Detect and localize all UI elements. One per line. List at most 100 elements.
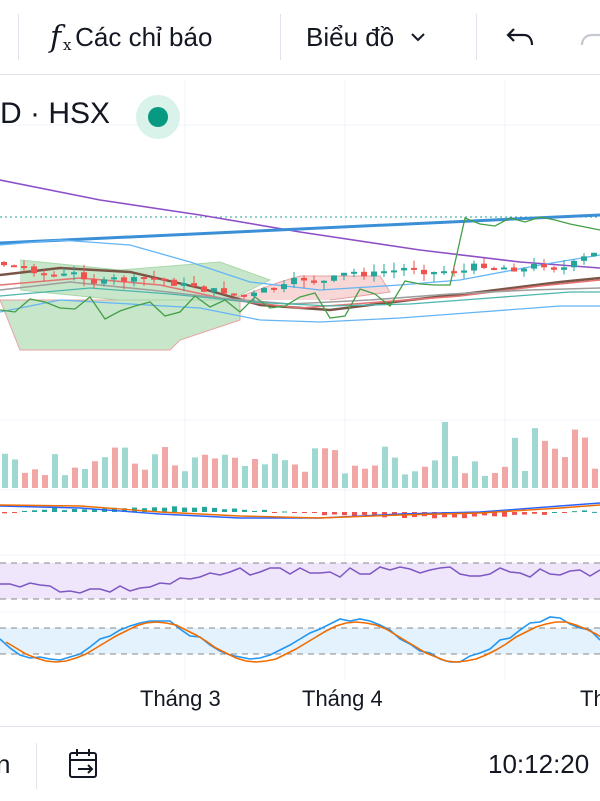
- candle-body: [131, 277, 137, 282]
- volume-bar: [82, 469, 88, 488]
- macd-histogram-bar: [522, 512, 527, 515]
- trendline: [0, 213, 600, 245]
- candle-body: [251, 292, 257, 297]
- volume-bar: [382, 446, 388, 488]
- volume-bar: [302, 471, 308, 488]
- macd-histogram-bar: [2, 512, 7, 514]
- macd-histogram-bar: [162, 507, 167, 512]
- volume-bar: [272, 453, 278, 488]
- candle-body: [541, 263, 547, 268]
- chart-type-button[interactable]: Biểu đồ: [306, 0, 428, 74]
- macd-histogram-bar: [332, 512, 337, 515]
- candle-body: [271, 287, 277, 290]
- volume-bar: [492, 473, 498, 488]
- candle-body: [241, 294, 247, 297]
- volume-bar: [572, 429, 578, 488]
- candle-body: [441, 271, 447, 274]
- volume-bar: [42, 475, 48, 488]
- ichimoku-cloud: [0, 299, 241, 351]
- candle-body: [361, 271, 367, 277]
- macd-histogram-bar: [442, 512, 447, 518]
- volume-bar: [362, 468, 368, 488]
- undo-button[interactable]: [504, 0, 536, 74]
- date-range-icon[interactable]: [66, 747, 102, 783]
- candle-body: [61, 273, 67, 276]
- candle-body: [351, 271, 357, 274]
- candle-body: [481, 263, 487, 269]
- volume-bar: [472, 461, 478, 488]
- macd-histogram-bar: [122, 508, 127, 512]
- volume-bar: [72, 467, 78, 488]
- x-tick-label: Tháng 3: [140, 686, 221, 711]
- volume-bar: [402, 474, 408, 488]
- volume-bar: [522, 470, 528, 488]
- chevron-down-icon: [411, 33, 425, 42]
- candle-body: [11, 265, 17, 268]
- volume-bar: [482, 475, 488, 488]
- candle-body: [31, 266, 37, 274]
- macd-histogram-bar: [542, 512, 547, 515]
- volume-bar: [152, 454, 158, 488]
- macd-histogram-bar: [312, 512, 317, 513]
- macd-histogram-bar: [462, 512, 467, 519]
- macd-histogram-bar: [152, 507, 157, 512]
- macd-histogram-bar: [172, 506, 177, 512]
- candle-body: [51, 274, 57, 277]
- candle-body: [371, 271, 377, 277]
- volume-bar: [512, 437, 518, 488]
- symbol-label: D · HSX: [0, 97, 111, 130]
- price-chart[interactable]: [0, 75, 600, 725]
- x-tick-label: Th: [580, 686, 600, 711]
- toolbar-separator: [18, 14, 19, 60]
- candle-body: [231, 293, 237, 296]
- macd-histogram-bar: [452, 512, 457, 518]
- macd-histogram-bar: [562, 512, 567, 513]
- indicators-label: Các chỉ báo: [75, 21, 213, 52]
- chart-type-label: Biểu đồ: [306, 21, 395, 52]
- candle-body: [421, 269, 427, 275]
- candle-body: [341, 272, 347, 276]
- market-status-dot: [136, 95, 180, 139]
- footer-left-text: n: [0, 749, 11, 779]
- footer-separator: [36, 743, 37, 789]
- volume-bar: [462, 473, 468, 488]
- candle-body: [101, 279, 107, 284]
- candle-body: [551, 267, 557, 270]
- candle-body: [411, 267, 417, 270]
- candle-body: [431, 272, 437, 275]
- macd-histogram-bar: [592, 511, 597, 513]
- redo-button[interactable]: [578, 0, 600, 74]
- candle-body: [401, 267, 407, 271]
- volume-bar: [542, 440, 548, 488]
- macd-histogram-bar: [12, 512, 17, 513]
- volume-bar: [392, 457, 398, 488]
- candle-body: [121, 277, 127, 282]
- volume-bar: [182, 471, 188, 488]
- macd-histogram-bar: [302, 512, 307, 514]
- candle-body: [331, 275, 337, 281]
- candle-body: [321, 280, 327, 283]
- volume-bar: [322, 448, 328, 488]
- macd-histogram-bar: [232, 508, 237, 512]
- volume-bar: [582, 437, 588, 488]
- macd-histogram-bar: [532, 512, 537, 514]
- footer-time: 10:12:20: [488, 749, 590, 779]
- candle-body: [221, 288, 227, 294]
- macd-histogram-bar: [262, 509, 267, 512]
- volume-bar: [292, 464, 298, 488]
- volume-bar: [62, 475, 68, 488]
- macd-histogram-bar: [362, 512, 367, 515]
- moving-average-line: [0, 287, 600, 307]
- candle-body: [141, 277, 147, 280]
- macd-histogram-bar: [32, 510, 37, 512]
- candle-body: [211, 288, 217, 292]
- macd-histogram-bar: [82, 509, 87, 512]
- candle-body: [151, 277, 157, 280]
- volume-bar: [162, 447, 168, 488]
- macd-histogram-bar: [202, 506, 207, 512]
- macd-histogram-bar: [512, 512, 517, 515]
- macd-histogram-bar: [342, 512, 347, 516]
- volume-bar: [442, 422, 448, 488]
- candle-body: [591, 252, 597, 257]
